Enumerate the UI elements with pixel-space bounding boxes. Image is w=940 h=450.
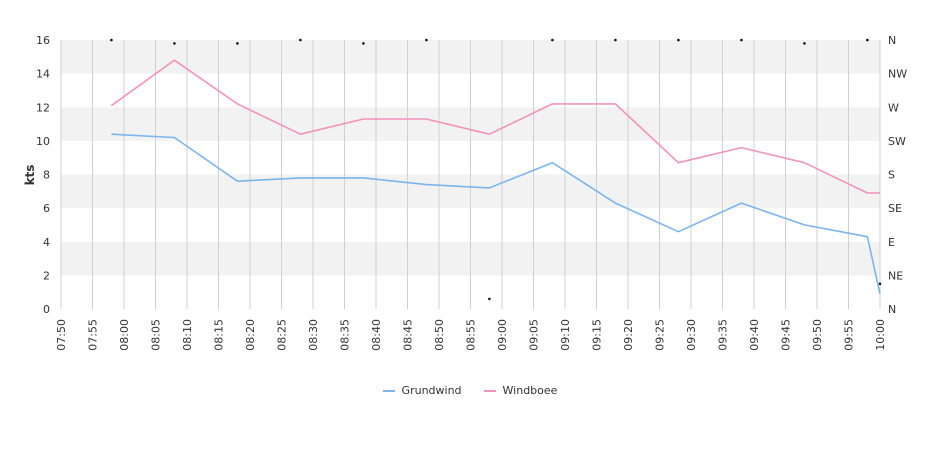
x-tick-label: 09:50 — [811, 319, 824, 351]
direction-tick-label: E — [888, 236, 895, 249]
x-tick-label: 08:25 — [276, 319, 289, 351]
y-tick-label: 14 — [36, 68, 50, 81]
direction-markers — [110, 38, 882, 301]
vertical-grid — [60, 40, 881, 309]
direction-marker — [299, 38, 302, 42]
y-tick-label: 0 — [43, 303, 50, 316]
y-tick-label: 4 — [43, 236, 50, 249]
x-tick-label: 08:00 — [118, 319, 131, 351]
x-tick-label: 09:35 — [717, 319, 730, 351]
x-tick-label: 09:45 — [780, 319, 793, 351]
y-tick-label: 8 — [43, 169, 50, 182]
x-tick-label: 07:50 — [55, 319, 68, 351]
y-tick-label: 6 — [43, 202, 50, 215]
direction-tick-label: SE — [888, 202, 902, 215]
x-tick-label: 09:55 — [843, 319, 856, 351]
x-tick-label: 08:50 — [433, 319, 446, 351]
right-axis-ticks: N NE E SE S SW W NW N — [888, 34, 907, 316]
legend: Grundwind Windboee — [0, 384, 940, 397]
x-tick-label: 08:30 — [307, 319, 320, 351]
x-tick-label: 09:15 — [591, 319, 604, 351]
direction-tick-label: NE — [888, 269, 903, 282]
direction-marker — [614, 38, 617, 42]
direction-marker — [425, 38, 428, 42]
x-tick-label: 07:55 — [87, 319, 100, 351]
series-line-grundwind[interactable] — [111, 133, 881, 295]
direction-marker — [866, 38, 869, 42]
x-tick-label: 08:15 — [213, 319, 226, 351]
direction-marker — [878, 282, 882, 286]
x-tick-label: 09:40 — [748, 319, 761, 351]
y-axis-label: kts — [23, 165, 37, 186]
x-tick-label: 09:20 — [622, 319, 635, 351]
x-tick-label: 09:10 — [559, 319, 572, 351]
y-tick-label: 12 — [36, 101, 50, 114]
series-line-windboee[interactable] — [110, 59, 880, 194]
direction-marker — [803, 42, 806, 45]
x-tick-label: 08:45 — [402, 319, 415, 351]
x-tick-label: 10:00 — [874, 319, 887, 351]
direction-marker — [173, 42, 176, 45]
direction-tick-label: N — [888, 303, 896, 316]
y-tick-label: 10 — [36, 135, 50, 148]
x-tick-label: 08:05 — [150, 319, 163, 351]
direction-tick-label: W — [888, 101, 899, 114]
direction-tick-label: NW — [888, 68, 907, 81]
direction-marker — [110, 38, 113, 42]
direction-marker — [488, 297, 491, 301]
x-tick-label: 09:25 — [654, 319, 667, 351]
x-tick-label: 08:40 — [370, 319, 383, 351]
direction-marker — [740, 38, 743, 42]
x-axis-ticks: 07:50 07:55 08:00 08:05 08:10 08:15 08:20 08:25… — [55, 319, 887, 351]
direction-marker — [551, 38, 554, 42]
legend-swatch-windboee — [483, 389, 496, 392]
legend-label-windboee: Windboee — [502, 384, 558, 397]
y-tick-label: 2 — [43, 269, 50, 282]
legend-item-windboee[interactable]: Windboee — [483, 384, 558, 397]
x-tick-label: 08:55 — [465, 319, 478, 351]
x-tick-label: 09:30 — [685, 319, 698, 351]
direction-marker — [362, 42, 365, 45]
y-axis-ticks: 0 2 4 6 8 10 12 14 16 — [36, 34, 50, 316]
x-tick-label: 09:00 — [496, 319, 509, 351]
direction-marker — [236, 42, 239, 45]
legend-item-grundwind[interactable]: Grundwind — [382, 384, 462, 397]
x-tick-label: 09:05 — [528, 319, 541, 351]
legend-swatch-grundwind — [382, 389, 395, 392]
direction-tick-label: N — [888, 34, 896, 47]
series-lines — [110, 59, 881, 295]
direction-tick-label: S — [888, 169, 895, 182]
x-tick-label: 08:35 — [339, 319, 352, 351]
x-tick-label: 08:10 — [181, 319, 194, 351]
direction-tick-label: SW — [888, 135, 906, 148]
y-tick-label: 16 — [36, 34, 50, 47]
direction-marker — [677, 38, 680, 42]
x-tick-label: 08:20 — [244, 319, 257, 351]
legend-label-grundwind: Grundwind — [401, 384, 462, 397]
